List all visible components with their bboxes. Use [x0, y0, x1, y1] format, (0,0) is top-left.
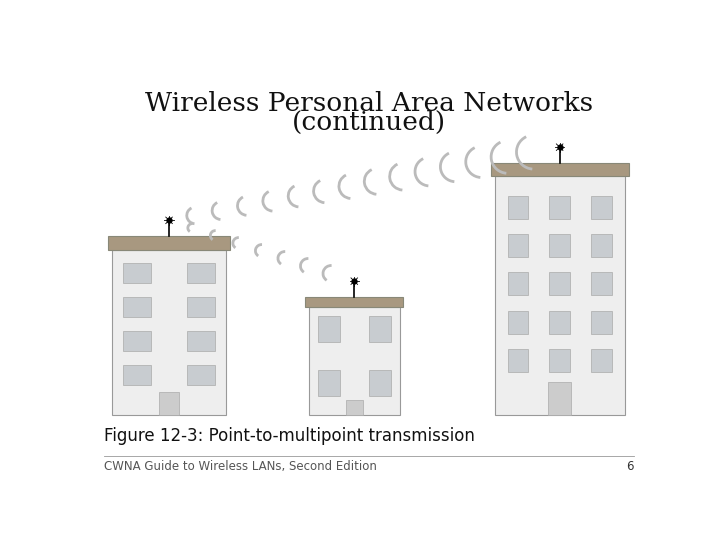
Bar	[508, 311, 528, 334]
Bar	[549, 234, 570, 257]
Text: (continued): (continued)	[292, 110, 446, 135]
Bar	[549, 272, 570, 295]
Bar	[318, 370, 340, 396]
Bar	[346, 400, 362, 415]
Bar	[187, 366, 215, 386]
Bar	[549, 311, 570, 334]
Bar	[369, 316, 391, 342]
Bar	[591, 272, 612, 295]
Bar	[187, 331, 215, 351]
Bar	[112, 249, 226, 415]
Bar	[548, 382, 572, 415]
Bar	[508, 234, 528, 257]
Bar	[508, 349, 528, 372]
Bar	[123, 331, 150, 351]
Bar	[549, 349, 570, 372]
Text: Wireless Personal Area Networks: Wireless Personal Area Networks	[145, 91, 593, 116]
Text: Figure 12-3: Point-to-multipoint transmission: Figure 12-3: Point-to-multipoint transmi…	[104, 427, 474, 445]
Bar	[591, 195, 612, 219]
Text: 6: 6	[626, 460, 634, 473]
Bar	[123, 297, 150, 317]
Bar	[309, 307, 400, 415]
Bar	[123, 366, 150, 386]
Bar	[591, 234, 612, 257]
Bar	[508, 272, 528, 295]
Bar	[549, 195, 570, 219]
Bar	[508, 195, 528, 219]
Bar	[369, 370, 391, 396]
Bar	[591, 311, 612, 334]
Bar	[490, 163, 629, 177]
Bar	[305, 296, 403, 307]
Bar	[318, 316, 340, 342]
Bar	[495, 177, 625, 415]
Bar	[123, 263, 150, 283]
Bar	[187, 263, 215, 283]
Bar	[158, 392, 179, 415]
Bar	[108, 236, 230, 249]
Text: CWNA Guide to Wireless LANs, Second Edition: CWNA Guide to Wireless LANs, Second Edit…	[104, 460, 377, 473]
Bar	[591, 349, 612, 372]
Bar	[187, 297, 215, 317]
